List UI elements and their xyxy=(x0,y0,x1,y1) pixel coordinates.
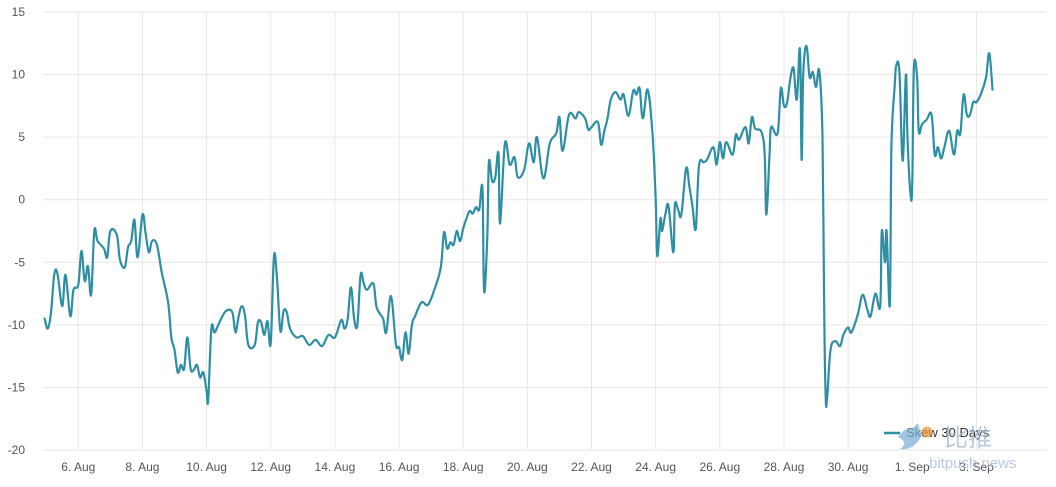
y-tick-label: 5 xyxy=(18,130,25,144)
x-tick-label: 28. Aug xyxy=(764,460,805,474)
y-tick-label: -20 xyxy=(8,443,26,457)
x-tick-label: 26. Aug xyxy=(699,460,740,474)
x-tick-label: 30. Aug xyxy=(828,460,869,474)
y-tick-label: 0 xyxy=(18,193,25,207)
x-tick-label: 22. Aug xyxy=(571,460,612,474)
watermark-chinese-text: 比推 xyxy=(944,425,992,452)
x-tick-label: 12. Aug xyxy=(250,460,291,474)
watermark-site-text: bitpush.news xyxy=(929,455,1017,472)
x-gridlines xyxy=(77,12,977,450)
x-tick-label: 6. Aug xyxy=(61,460,95,474)
y-tick-label: -5 xyxy=(14,255,25,269)
y-tick-label: 15 xyxy=(12,5,26,19)
series-line-skew-30-days xyxy=(43,44,994,409)
y-tick-label: 10 xyxy=(12,68,26,82)
x-tick-label: 8. Aug xyxy=(125,460,159,474)
x-tick-label: 18. Aug xyxy=(443,460,484,474)
x-tick-label: 24. Aug xyxy=(635,460,676,474)
y-gridlines xyxy=(43,11,1047,451)
x-tick-label: 1. Sep xyxy=(895,460,930,474)
x-axis-tick-labels: 6. Aug 8. Aug 10. Aug 12. Aug 14. Aug 16. Aug… xyxy=(61,460,994,474)
y-axis-tick-labels: 15 10 5 0 -5 -10 -15 -20 xyxy=(8,5,26,457)
x-tick-label: 16. Aug xyxy=(379,460,420,474)
bird-logo-icon xyxy=(898,423,933,450)
x-tick-label: 3. Sep xyxy=(959,460,994,474)
x-tick-label: 20. Aug xyxy=(507,460,548,474)
x-tick-label: 14. Aug xyxy=(315,460,356,474)
x-tick-label: 10. Aug xyxy=(186,460,227,474)
y-tick-label: -15 xyxy=(8,380,26,394)
watermark: 比推 bitpush.news xyxy=(898,423,1017,472)
y-tick-label: -10 xyxy=(8,318,26,332)
